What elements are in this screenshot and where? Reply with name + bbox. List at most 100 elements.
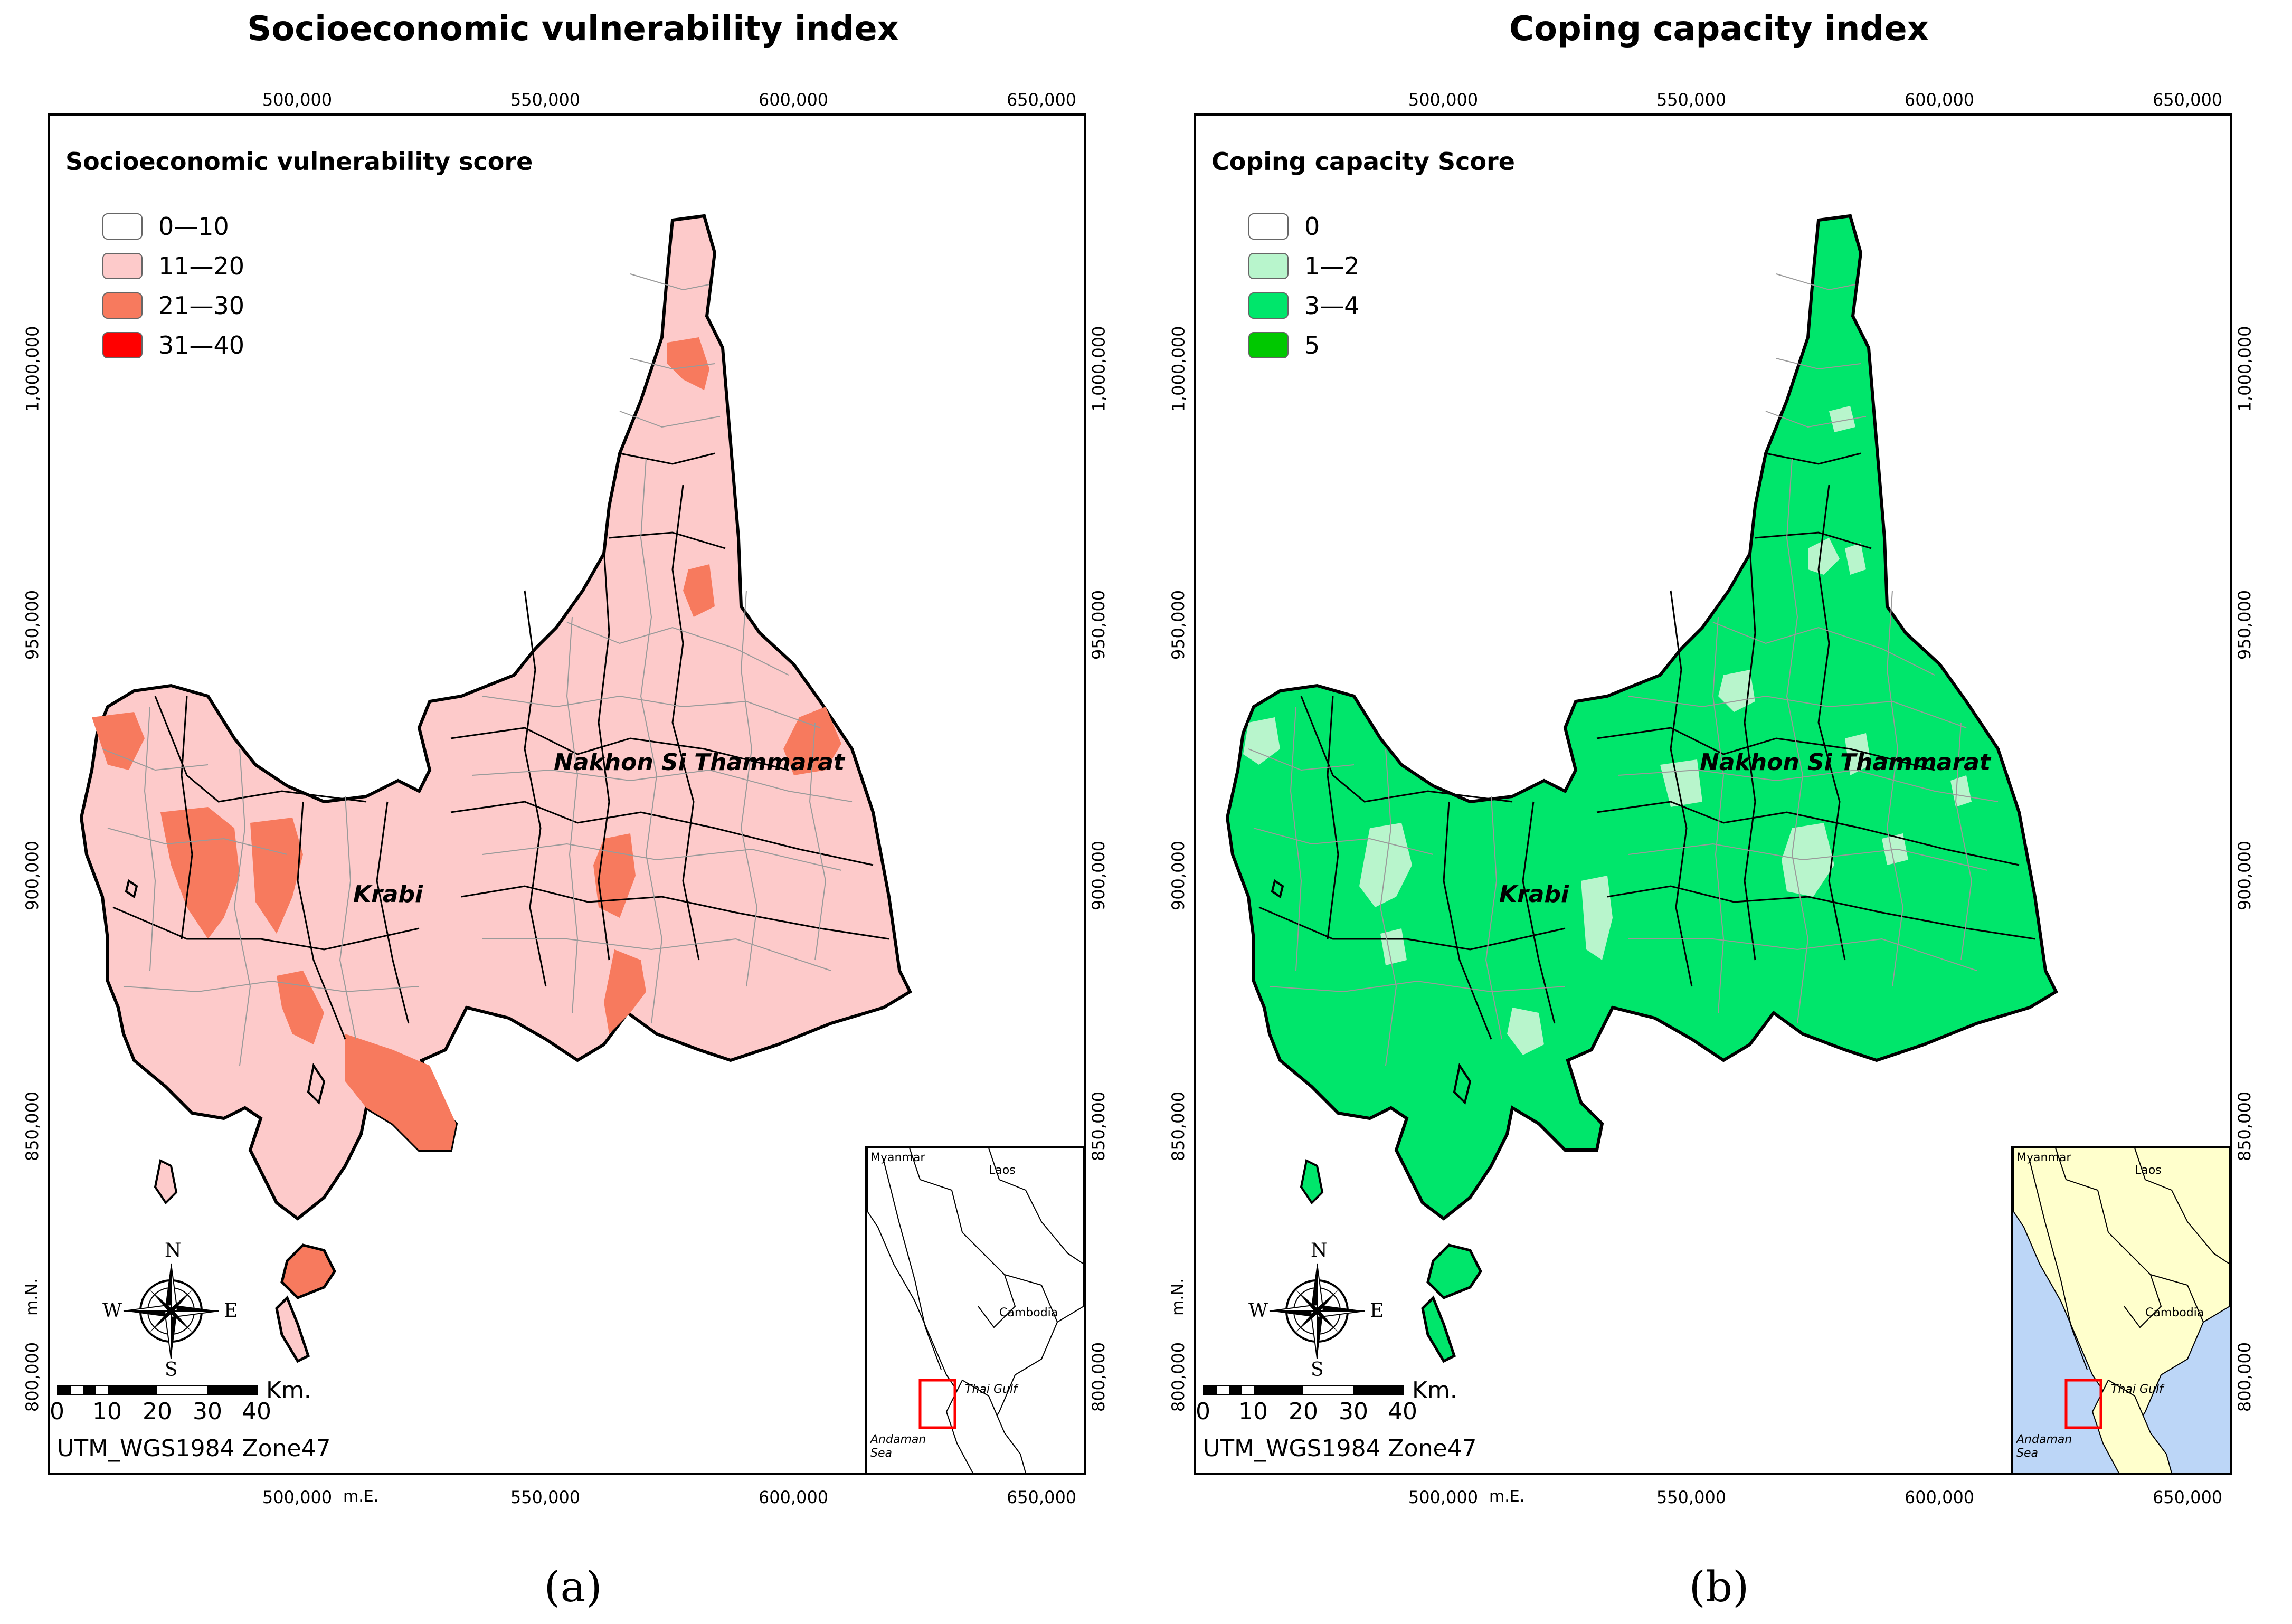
district-boundary — [609, 531, 726, 549]
northing-tick: 950,000 — [1088, 590, 1109, 660]
scale-number: 30 — [193, 1398, 222, 1425]
northing-tick: 800,000 — [1088, 1342, 1109, 1412]
subdistrict-boundary — [471, 769, 853, 802]
northing-unit: m.N. — [1168, 1278, 1187, 1316]
district-polygon — [783, 707, 841, 775]
scale-number: 10 — [92, 1398, 122, 1425]
island-polygon — [1426, 1243, 1482, 1299]
subdistrict-boundary — [1886, 590, 1904, 987]
district-polygon — [1845, 543, 1866, 575]
district-polygon — [667, 337, 709, 390]
panel-title: Socioeconomic vulnerability index — [247, 10, 899, 49]
easting-tick: 500,000 — [1408, 90, 1479, 110]
inset-label-myanmar: Myanmar — [2016, 1151, 2071, 1164]
district-boundary — [461, 885, 889, 940]
inset-label-cambodia: Cambodia — [999, 1306, 1058, 1319]
compass-rose-icon — [1269, 1263, 1365, 1359]
subdistrict-boundary — [1776, 358, 1861, 370]
inset-label-laos: Laos — [2135, 1164, 2162, 1177]
district-polygon — [345, 1034, 456, 1150]
legend-swatch — [102, 213, 143, 240]
subdistrict-boundary — [1485, 796, 1502, 1040]
easting-tick: 550,000 — [510, 1487, 581, 1507]
panel-vulnerability: Socioeconomic vulnerability index 500,00… — [22, 10, 1109, 1611]
inset-canvas — [2013, 1148, 2230, 1473]
northing-tick: 1,000,000 — [1088, 326, 1109, 412]
study-area-polygon — [1225, 214, 2058, 1221]
district-boundary — [1744, 548, 1756, 961]
scale-number: 10 — [1238, 1398, 1268, 1425]
subdistrict-boundary — [1617, 769, 1999, 802]
easting-tick: 600,000 — [1904, 1487, 1975, 1507]
subdistrict-boundary — [1628, 843, 1988, 871]
district-polygon — [1581, 876, 1613, 960]
scale-bar — [57, 1385, 258, 1395]
inset-label-sea: Sea — [2016, 1447, 2038, 1460]
subdistrict-boundary — [339, 796, 356, 1040]
map-frame: Coping capacity Score 0 1—2 3—4 5 Nakhon… — [1194, 113, 2232, 1475]
subdistrict-boundary — [1628, 695, 1967, 728]
district-boundary — [1755, 531, 1872, 549]
legend-swatch — [1248, 292, 1289, 319]
subdistrict-boundary — [482, 843, 842, 871]
district-polygon — [1243, 717, 1280, 765]
easting-tick: 550,000 — [1656, 90, 1727, 110]
subdistrict-boundary — [1379, 748, 1397, 1066]
subdistrict-boundary — [630, 358, 715, 370]
legend-item: 0 — [1248, 211, 1320, 242]
map-canvas — [79, 214, 912, 1363]
place-label-nakhon: Nakhon Si Thammarat — [1700, 749, 1991, 776]
map-canvas — [1225, 214, 2058, 1363]
subdistrict-boundary — [1712, 616, 1725, 1013]
subdistrict-boundary — [482, 938, 831, 971]
panel-sub-label: (b) — [1689, 1562, 1749, 1611]
district-boundary — [1327, 696, 1339, 939]
subdistrict-boundary — [233, 748, 251, 1066]
legend-item: 1—2 — [1248, 250, 1360, 282]
district-polygon — [1718, 670, 1755, 712]
district-boundary — [1596, 727, 1935, 771]
easting-tick: 600,000 — [758, 1487, 829, 1507]
inset-canvas — [867, 1148, 1084, 1473]
northing-tick: 850,000 — [1168, 1091, 1189, 1162]
subdistrict-boundary — [740, 590, 758, 987]
subdistrict-boundary — [566, 622, 789, 676]
inset-label-thai-gulf: Thai Gulf — [2111, 1383, 2163, 1396]
subdistrict-boundary — [1269, 980, 1566, 993]
district-boundary — [524, 590, 547, 987]
easting-tick: 600,000 — [1904, 90, 1975, 110]
easting-tick: 550,000 — [1656, 1487, 1727, 1507]
subdistrict-boundaries — [102, 273, 853, 1066]
northing-tick: 1,000,000 — [2234, 326, 2255, 412]
legend-label: 0—10 — [158, 212, 229, 241]
northing-tick: 950,000 — [22, 590, 43, 660]
subdistrict-boundary — [566, 616, 579, 1013]
compass-w: W — [1248, 1300, 1268, 1322]
legend-item: 31—40 — [102, 329, 244, 361]
easting-tick: 500,000 — [1408, 1487, 1479, 1507]
legend-swatch — [1248, 253, 1289, 279]
northing-tick: 950,000 — [1168, 590, 1189, 660]
legend-swatch — [102, 253, 143, 279]
compass-rose-icon — [123, 1263, 219, 1359]
easting-tick: 600,000 — [758, 90, 829, 110]
district-polygon — [1782, 823, 1834, 897]
district-boundary — [181, 696, 193, 939]
district-boundary — [1300, 696, 1513, 803]
northing-tick: 850,000 — [2234, 1091, 2255, 1162]
compass-n: N — [1311, 1240, 1328, 1261]
island-polygon — [1453, 1062, 1472, 1105]
district-boundary — [1765, 452, 1861, 465]
place-label-nakhon: Nakhon Si Thammarat — [554, 749, 845, 776]
inset-map: Myanmar Laos Cambodia Thai Gulf Andaman … — [865, 1146, 1084, 1473]
subdistrict-boundary — [630, 273, 710, 291]
easting-tick: 650,000 — [2152, 90, 2223, 110]
scale-number: 40 — [1388, 1398, 1417, 1425]
district-polygon — [683, 564, 715, 617]
highlight-regions — [92, 337, 841, 1150]
study-area-polygon — [79, 214, 912, 1221]
subdistrict-boundary — [107, 828, 288, 855]
legend-label: 11—20 — [158, 252, 245, 280]
subdistrict-boundaries — [1248, 273, 1999, 1066]
district-boundary — [450, 801, 874, 866]
